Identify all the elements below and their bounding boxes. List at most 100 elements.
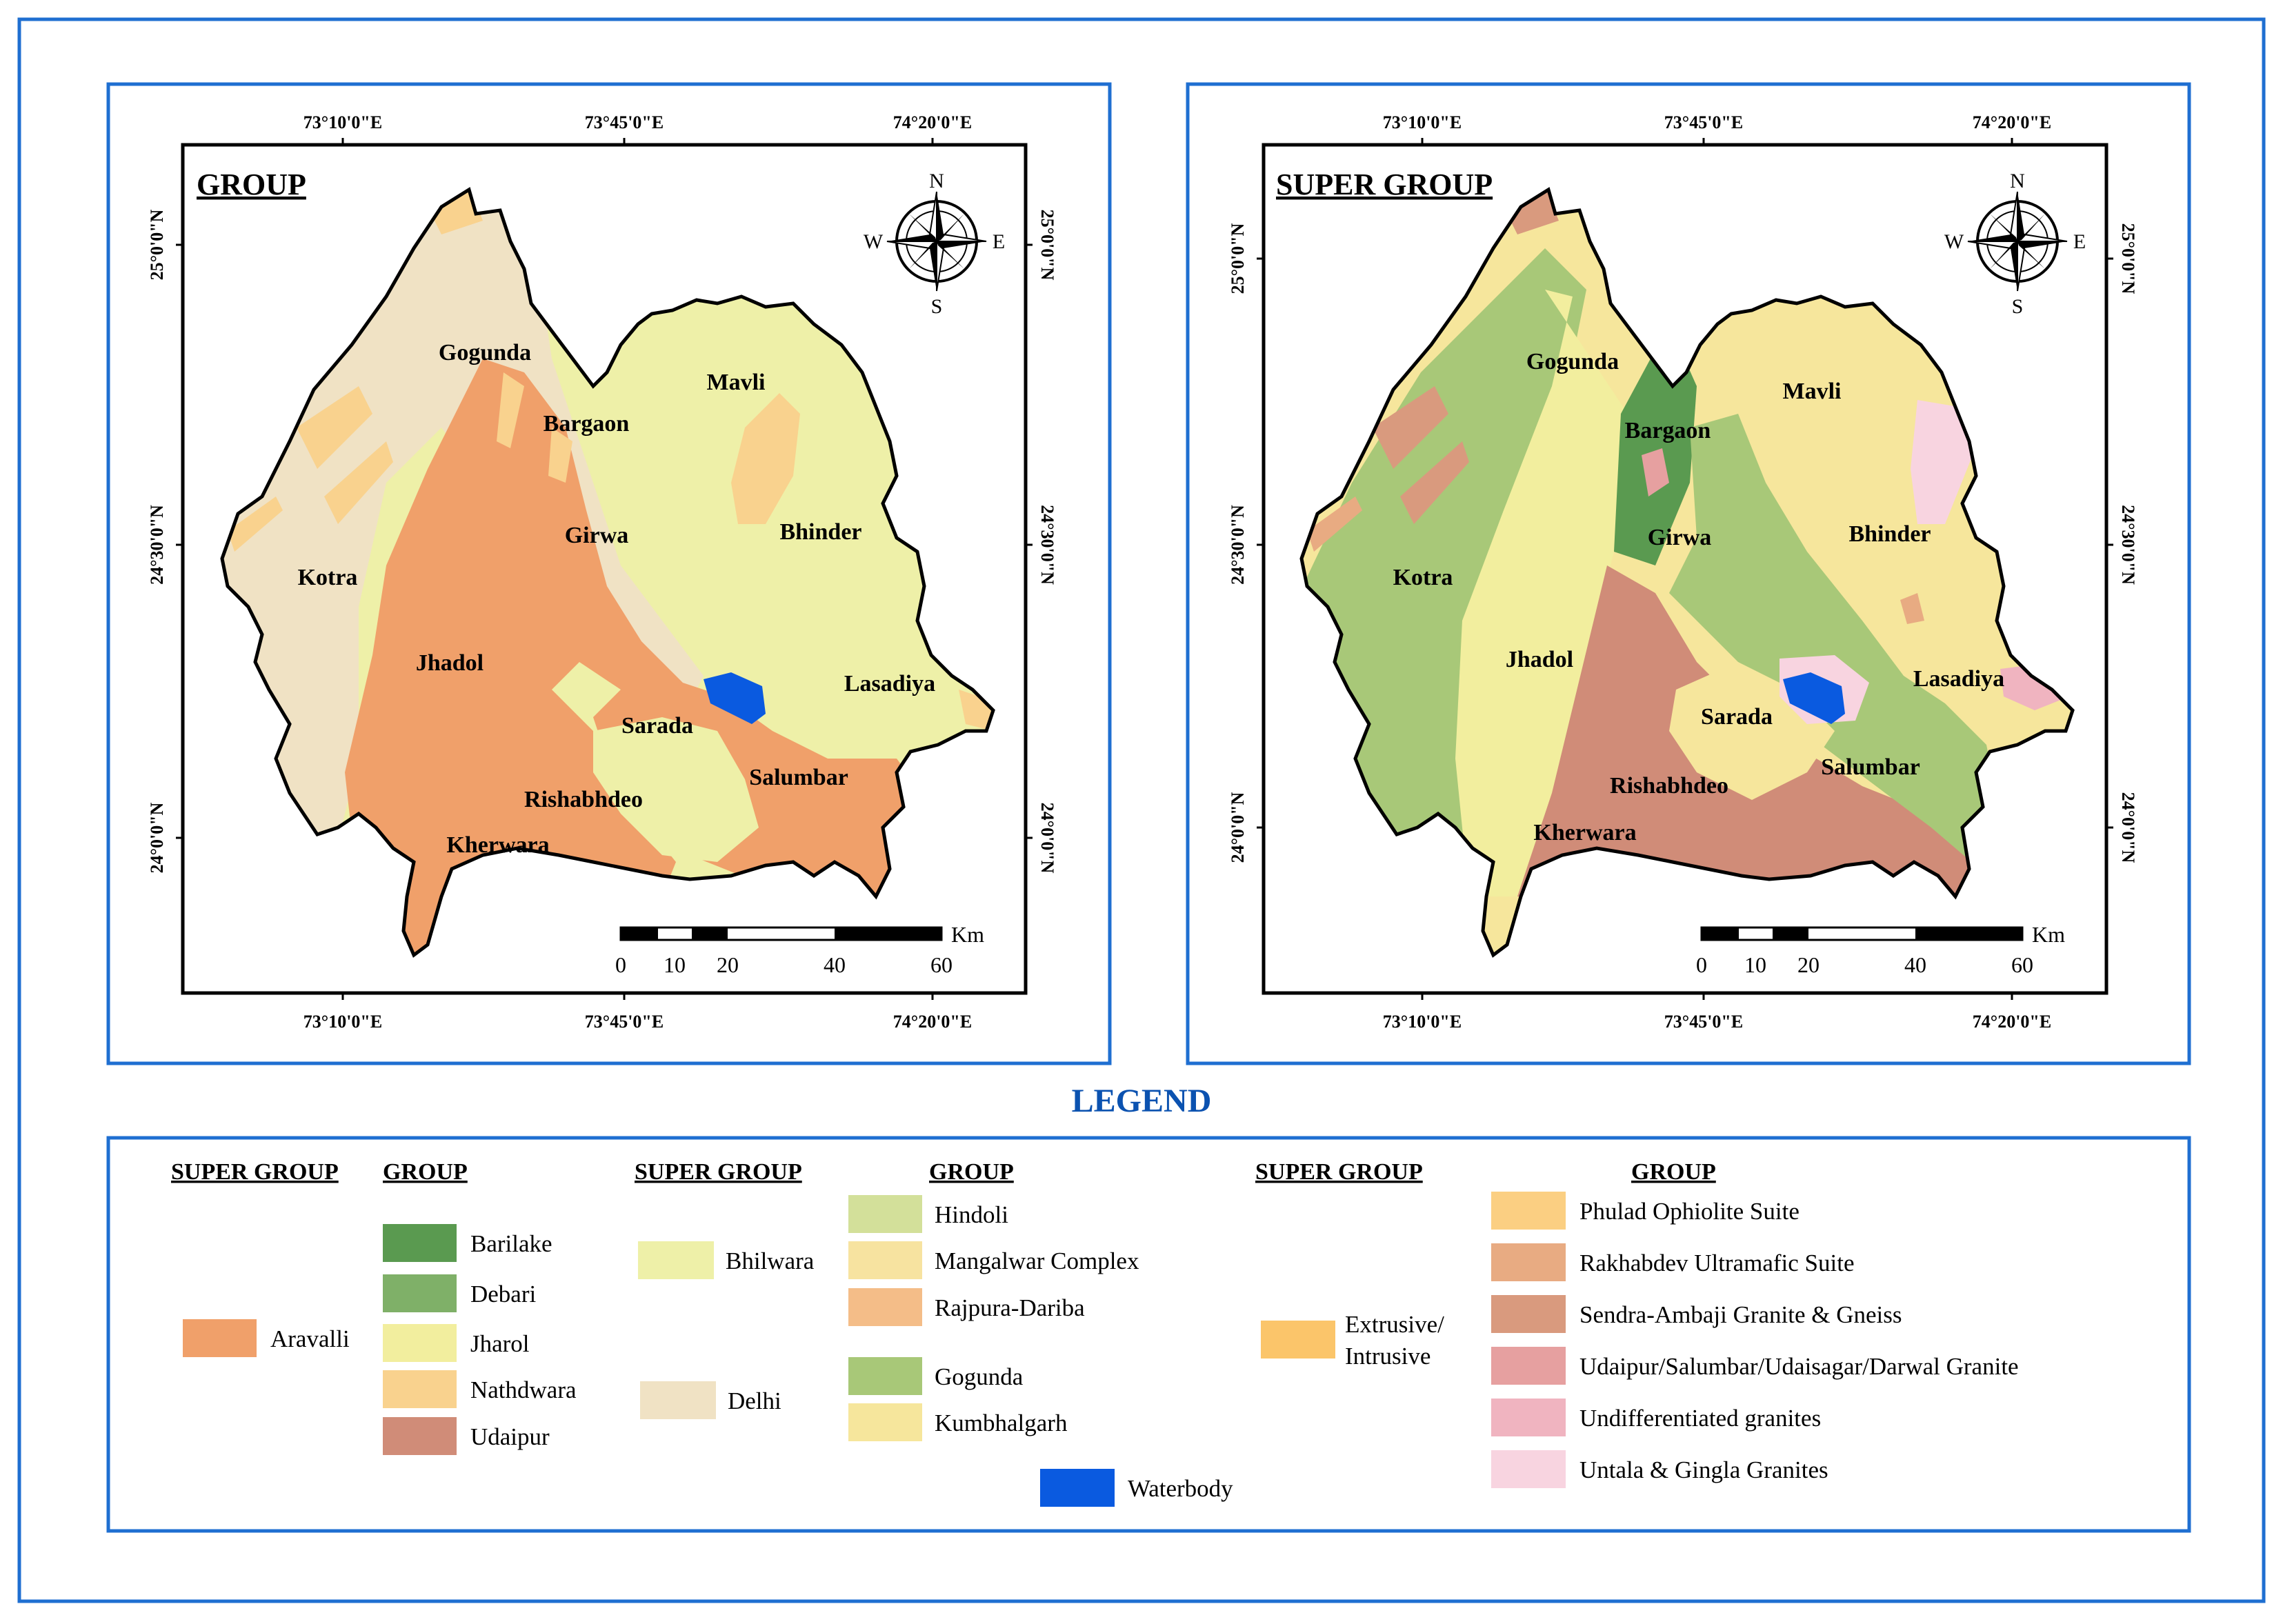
swatch-delhi: [640, 1381, 716, 1419]
legend-title: LEGEND: [1072, 1083, 1212, 1119]
group-compass-s: S: [931, 295, 943, 318]
legend-col3-group-header: GROUP: [1631, 1159, 1716, 1185]
nathdwara-patch-west1: [297, 386, 372, 469]
group-compass-e: E: [993, 230, 1005, 253]
supergroup-compass-n: N: [2010, 170, 2025, 192]
supergroup-top-tick-1: 73°10'0"E: [1383, 112, 1462, 132]
scale-label-0: 0: [615, 952, 626, 977]
legend-rakhabdev: Rakhabdev Ultramafic Suite: [1579, 1250, 1854, 1276]
group-left-tick-2: 24°30'0"N: [147, 505, 167, 585]
place-sarada: Sarada: [621, 713, 693, 739]
legend-undiff: Undifferentiated granites: [1579, 1405, 1821, 1432]
place-bhinder: Bhinder: [1848, 521, 1931, 547]
supergroup-bottom-tick-2: 73°45'0"E: [1664, 1012, 1743, 1032]
supergroup-left-tick-3: 24°0'0"N: [1228, 792, 1248, 863]
outer-frame: [17, 17, 2266, 1603]
legend-panel: SUPER GROUP GROUP SUPER GROUP GROUP SUPE…: [106, 1136, 2191, 1533]
place-mavli: Mavli: [1783, 379, 1842, 404]
place-gogunda: Gogunda: [1526, 349, 1619, 374]
swatch-untala: [1491, 1450, 1566, 1488]
place-sarada: Sarada: [1701, 704, 1773, 730]
supergroup-right-tick-2: 24°30'0"N: [2118, 505, 2138, 585]
place-lasadiya: Lasadiya: [844, 671, 935, 696]
supergroup-left-tick-1: 25°0'0"N: [1228, 223, 1248, 294]
swatch-aravalli: [183, 1319, 257, 1357]
supergroup-compass-icon: N S E W: [1944, 170, 2086, 318]
legend-untala: Untala & Gingla Granites: [1579, 1456, 1828, 1483]
scale-label-40: 40: [1904, 952, 1926, 977]
legend-extrusive-line2: Intrusive: [1345, 1343, 1430, 1370]
scale-label-20: 20: [717, 952, 739, 977]
untala-granite-area: [1911, 400, 1973, 524]
nathdwara-patch-north: [428, 190, 483, 234]
group-right-tick-3: 24°0'0"N: [1037, 803, 1057, 874]
place-kherwara: Kherwara: [1533, 820, 1636, 845]
legend-udaipur: Udaipur: [470, 1423, 550, 1450]
swatch-waterbody: [1040, 1469, 1115, 1507]
supergroup-map-title: SUPER GROUP: [1276, 168, 1493, 201]
legend-nathdwara: Nathdwara: [470, 1376, 577, 1403]
group-top-tick-3: 74°20'0"E: [893, 112, 972, 132]
legend-border: [106, 1136, 2191, 1533]
swatch-barilake: [383, 1224, 457, 1262]
supergroup-right-tick-3: 24°0'0"N: [2118, 792, 2138, 863]
swatch-debari: [383, 1274, 457, 1312]
legend-bhilwara: Bhilwara: [726, 1247, 815, 1274]
place-rishabhdeo: Rishabhdeo: [524, 787, 643, 812]
supergroup-waterbody: [1783, 672, 1845, 724]
swatch-extrusive: [1261, 1321, 1335, 1359]
supergroup-left-tick-2: 24°30'0"N: [1228, 505, 1248, 585]
aravalli-area: [345, 359, 917, 955]
scale-label-20: 20: [1797, 952, 1820, 977]
swatch-gogunda: [848, 1357, 922, 1395]
nathdwara-patch-west2: [324, 441, 393, 524]
place-lasadiya: Lasadiya: [1913, 666, 2004, 692]
group-scale-bar: 0 10 20 40 60 Km: [615, 922, 984, 977]
scale-label-60: 60: [2011, 952, 2033, 977]
group-compass-w: W: [864, 230, 884, 253]
group-top-tick-1: 73°10'0"E: [303, 112, 382, 132]
supergroup-bottom-tick-1: 73°10'0"E: [1383, 1012, 1462, 1032]
legend-col1-group-header: GROUP: [383, 1159, 468, 1185]
debari-area: [1669, 414, 2000, 869]
group-waterbody: [704, 672, 766, 724]
supergroup-map-panel: 73°10'0"E 73°45'0"E 74°20'0"E 73°10'0"E …: [1186, 82, 2191, 1065]
place-bargaon: Bargaon: [544, 411, 630, 437]
sendra-patch-3: [1504, 190, 1559, 234]
legend-jharol: Jharol: [470, 1330, 530, 1357]
supergroup-compass-e: E: [2073, 230, 2086, 253]
swatch-undiff: [1491, 1399, 1566, 1436]
nathdwara-strip2: [548, 428, 572, 483]
swatch-udaipur-granite: [1491, 1347, 1566, 1385]
scale-label-0: 0: [1696, 952, 1707, 977]
legend-mangalwar: Mangalwar Complex: [935, 1247, 1139, 1274]
supergroup-compass-s: S: [2012, 295, 2024, 318]
group-compass-icon: N S E W: [864, 170, 1005, 318]
supergroup-scale-bar: 0 10 20 40 60 Km: [1696, 922, 2065, 977]
place-jhadol: Jhadol: [1506, 647, 1573, 672]
place-rishabhdeo: Rishabhdeo: [1610, 773, 1728, 799]
nathdwara-patch-sw: [228, 497, 283, 552]
legend-hindoli: Hindoli: [935, 1201, 1008, 1228]
legend-sendra: Sendra-Ambaji Granite & Gneiss: [1579, 1301, 1902, 1328]
scale-unit: Km: [2032, 922, 2065, 947]
rakhabdev-patch-east: [1900, 593, 1924, 624]
legend-delhi: Delhi: [728, 1387, 781, 1414]
legend-kumbhalgarh: Kumbhalgarh: [935, 1410, 1068, 1436]
legend-col3-super-header: SUPER GROUP: [1255, 1159, 1423, 1185]
group-right-tick-1: 25°0'0"N: [1037, 210, 1057, 281]
place-gogunda: Gogunda: [439, 340, 531, 365]
legend-waterbody: Waterbody: [1128, 1475, 1233, 1502]
supergroup-bottom-tick-3: 74°20'0"E: [1973, 1012, 2051, 1032]
group-bottom-tick-2: 73°45'0"E: [585, 1012, 664, 1032]
legend-rajpura: Rajpura-Dariba: [935, 1294, 1085, 1321]
supergroup-top-tick-2: 73°45'0"E: [1664, 112, 1743, 132]
group-map-title: GROUP: [197, 168, 306, 201]
place-bargaon: Bargaon: [1625, 418, 1711, 443]
legend-barilake: Barilake: [470, 1230, 552, 1257]
swatch-rajpura: [848, 1288, 922, 1326]
swatch-sendra: [1491, 1295, 1566, 1333]
group-top-tick-2: 73°45'0"E: [585, 112, 664, 132]
scale-label-10: 10: [664, 952, 686, 977]
